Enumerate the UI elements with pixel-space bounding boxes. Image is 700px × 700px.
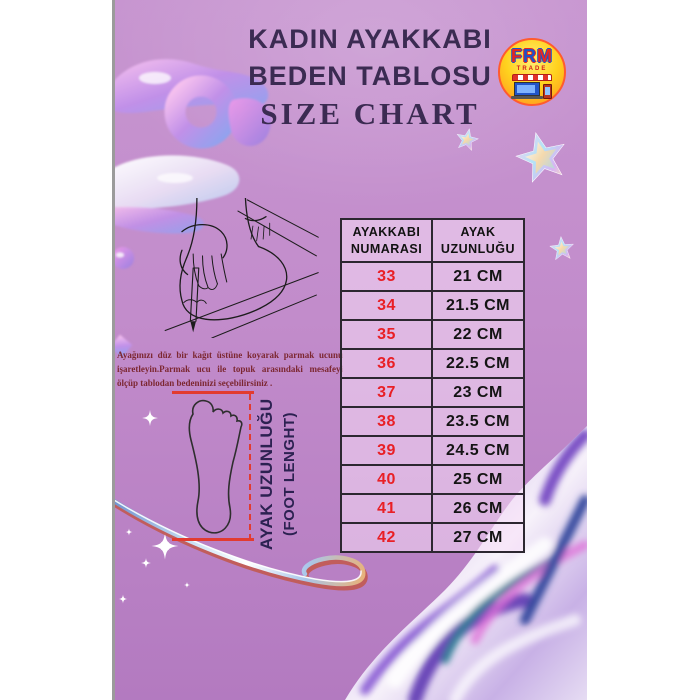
laptop-screen: [517, 85, 535, 93]
brand-logo-badge: FRM TRADE: [498, 38, 566, 106]
measurement-line-top: [172, 391, 254, 394]
brand-logo-letters: FRM: [500, 47, 564, 65]
table-row-length: 23.5 CM: [433, 408, 525, 437]
table-header-foot-length: AYAK UZUNLUĞU: [433, 220, 525, 263]
foot-length-label-tr: AYAK UZUNLUĞU: [257, 398, 276, 550]
table-row-size: 34: [342, 292, 433, 321]
table-row-size: 36: [342, 350, 433, 379]
table-row-size: 41: [342, 495, 433, 524]
measuring-instructions-text: Ayağınızı düz bir kağıt üstüne koyarak p…: [117, 350, 343, 388]
title-line-kadin-ayakkabi: KADIN AYAKKABI: [248, 24, 492, 54]
measurement-line-bottom: [172, 538, 254, 541]
table-row-size: 40: [342, 466, 433, 495]
phone-screen: [545, 87, 550, 95]
laptop-icon: [514, 82, 540, 96]
laptop-base: [511, 96, 543, 99]
logo-letter-r: R: [523, 46, 537, 66]
table-row-length: 26 CM: [433, 495, 525, 524]
shop-storefront-icon: [510, 74, 554, 102]
brand-logo-subtitle: TRADE: [516, 66, 548, 72]
logo-letter-f: F: [511, 46, 523, 66]
table-row-length: 22.5 CM: [433, 350, 525, 379]
ruler-dotted-line: [249, 394, 251, 540]
table-row-length: 22 CM: [433, 321, 525, 350]
table-row-size: 35: [342, 321, 433, 350]
table-row-size: 33: [342, 263, 433, 292]
title-line-size-chart: SIZE CHART: [260, 96, 480, 131]
phone-icon: [543, 84, 552, 99]
table-row-size: 39: [342, 437, 433, 466]
logo-letter-m: M: [537, 46, 553, 66]
size-chart-poster: KADIN AYAKKABI BEDEN TABLOSU SIZE CHART …: [115, 0, 587, 700]
title-line-beden-tablosu: BEDEN TABLOSU: [248, 61, 492, 91]
table-row-length: 21.5 CM: [433, 292, 525, 321]
awning-icon: [512, 74, 552, 81]
foot-length-label-en: (FOOT LENGHT): [281, 412, 298, 536]
foot-length-label: AYAK UZUNLUĞU (FOOT LENGHT): [257, 398, 298, 550]
table-row-length: 21 CM: [433, 263, 525, 292]
footprint-outline-icon: [188, 399, 243, 534]
size-table: AYAKKABI NUMARASI AYAK UZUNLUĞU 33 21 CM…: [340, 218, 525, 553]
table-header-shoe-number: AYAKKABI NUMARASI: [342, 220, 433, 263]
table-row-size: 38: [342, 408, 433, 437]
table-row-length: 24.5 CM: [433, 437, 525, 466]
table-row-length: 25 CM: [433, 466, 525, 495]
table-row-size: 42: [342, 524, 433, 553]
table-row-size: 37: [342, 379, 433, 408]
table-row-length: 23 CM: [433, 379, 525, 408]
foot-tracing-sketch-icon: [164, 198, 319, 338]
table-row-length: 27 CM: [433, 524, 525, 553]
